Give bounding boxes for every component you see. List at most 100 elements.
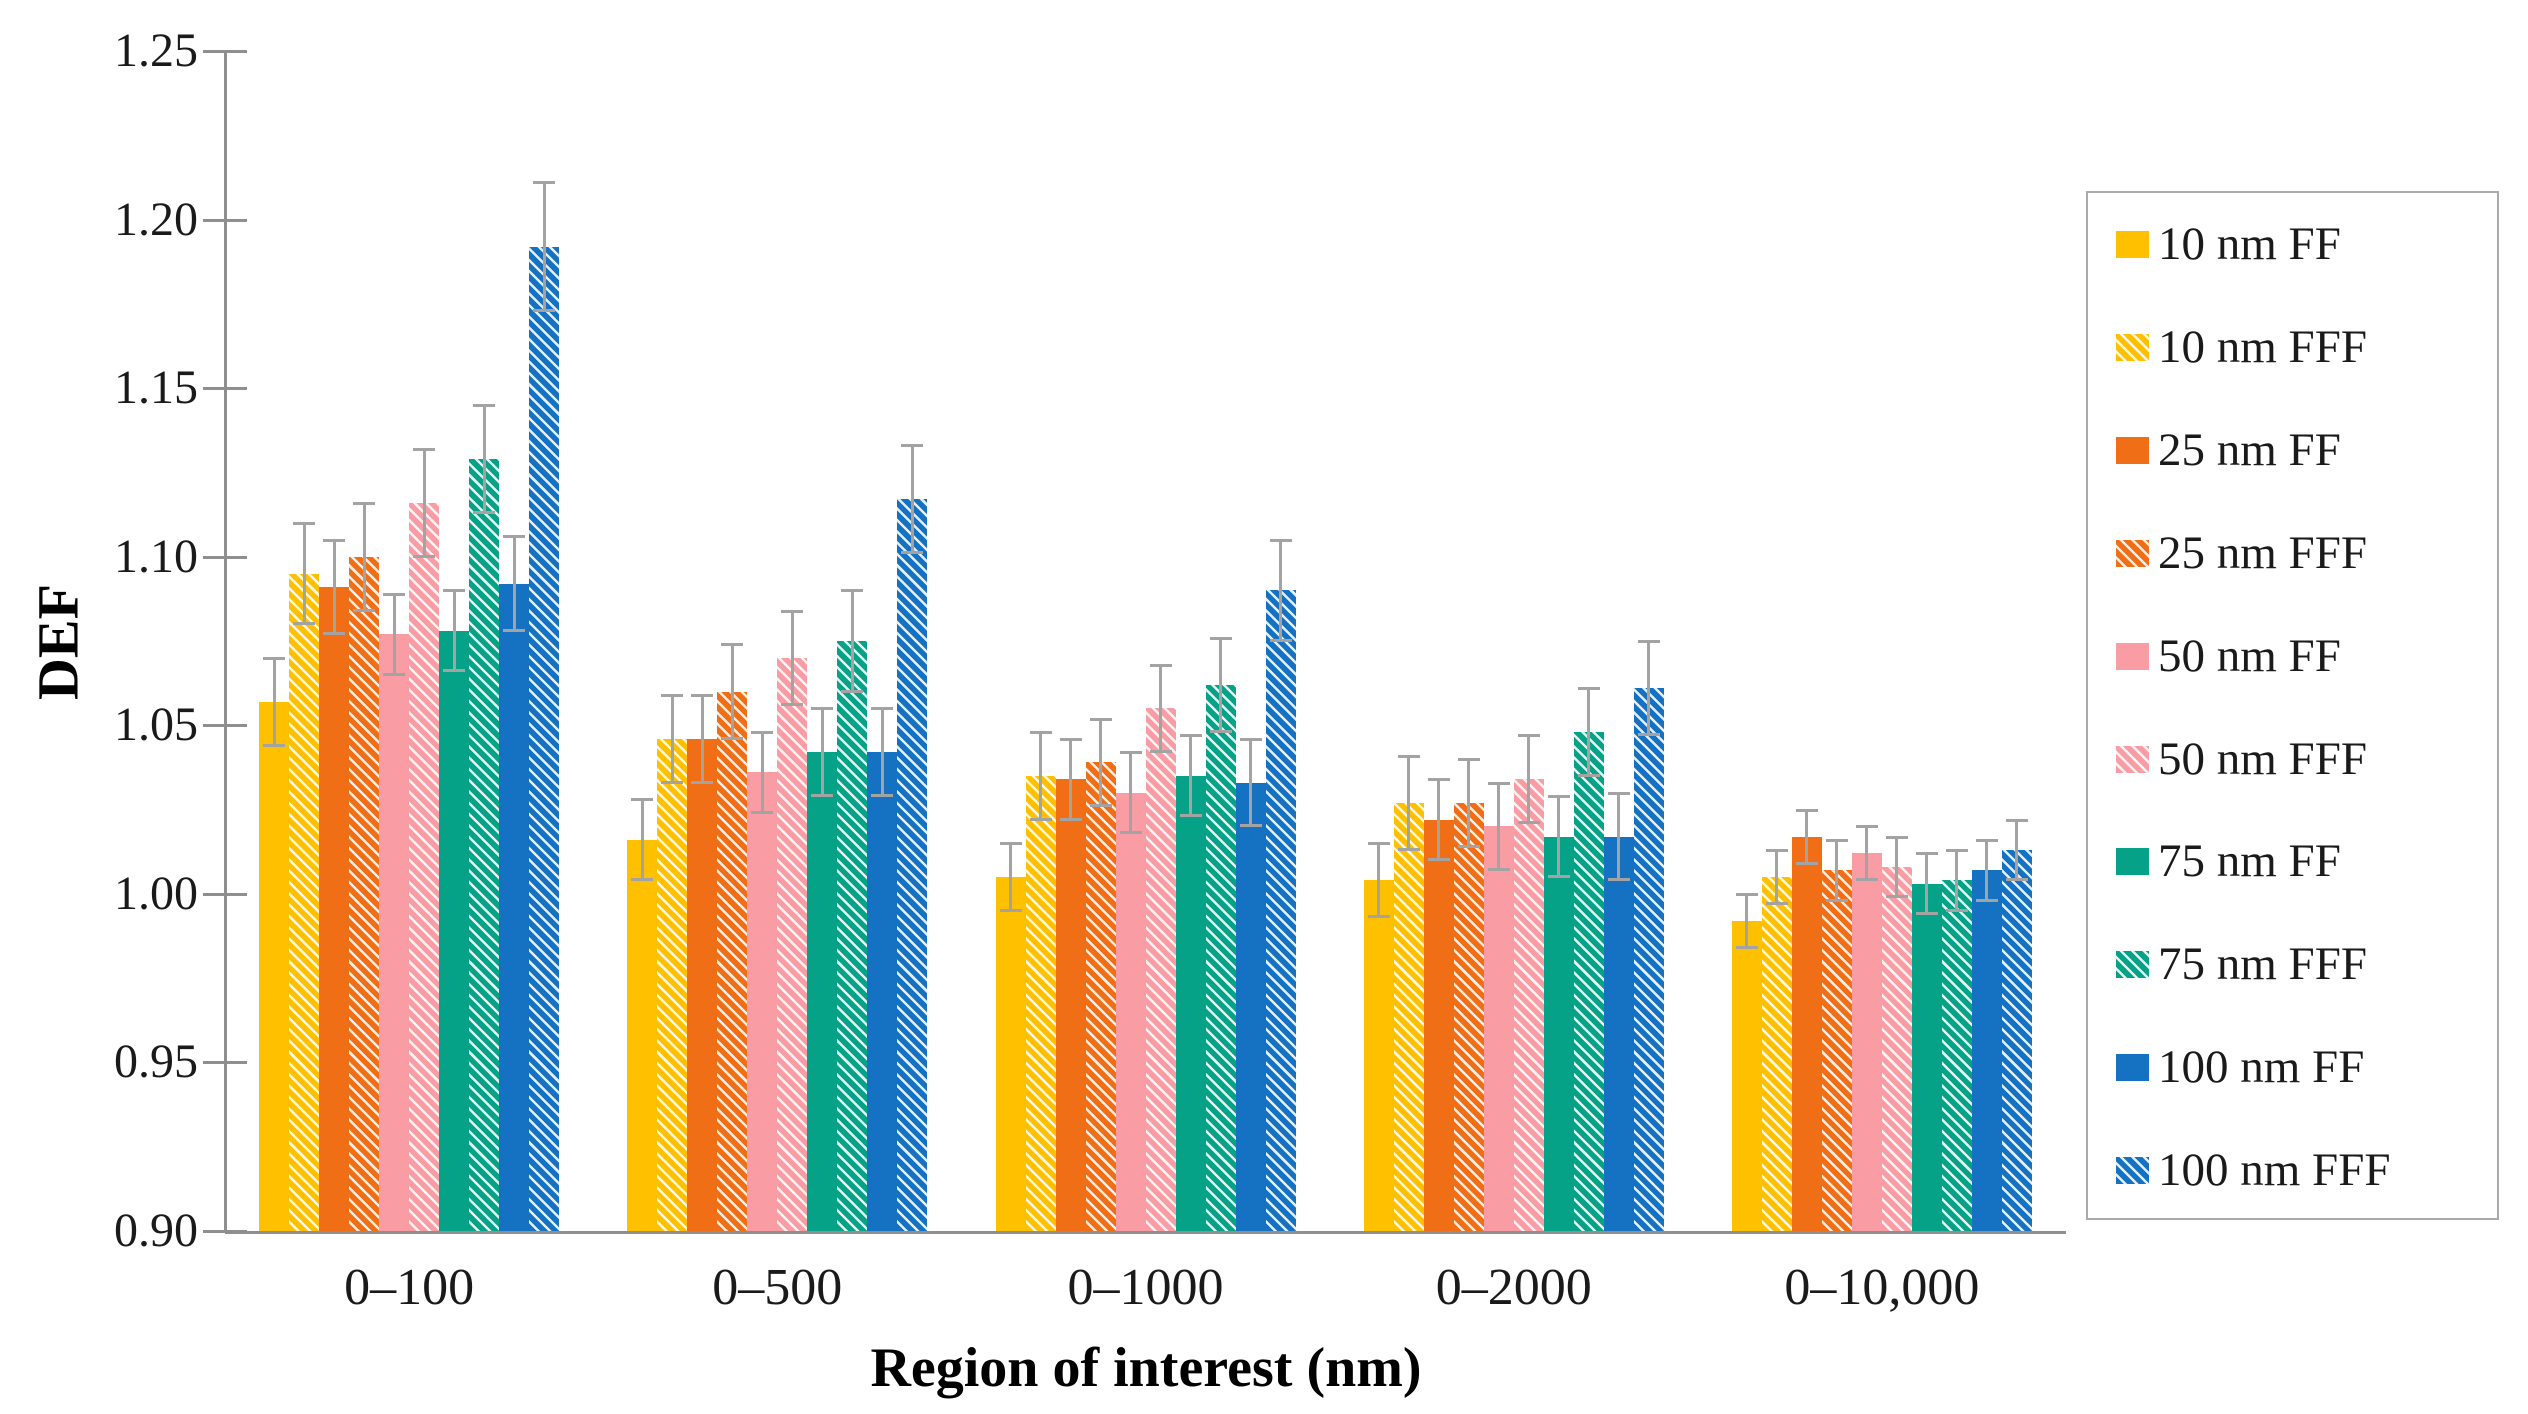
error-bar <box>1467 759 1471 847</box>
legend-label: 50 nm FF <box>2158 629 2341 682</box>
error-bar-cap <box>841 689 864 693</box>
error-bar <box>1407 755 1411 851</box>
legend-item: 50 nm FFF <box>2116 729 2367 789</box>
error-bar-cap <box>1517 734 1540 738</box>
error-bar-cap <box>841 589 864 593</box>
error-bar-cap <box>293 522 316 525</box>
legend-label: 10 nm FF <box>2158 218 2341 270</box>
x-axis-title: Region of interest (nm) <box>870 1337 1422 1399</box>
bar <box>1573 732 1604 1231</box>
y-tick-label: 0.90 <box>114 1204 198 1257</box>
bar <box>1235 782 1266 1231</box>
y-tick-mark <box>203 724 247 728</box>
error-bar-cap <box>631 878 654 882</box>
legend-label: 100 nm FFF <box>2158 1144 2391 1197</box>
bar <box>1205 684 1236 1231</box>
error-bar-cap <box>1367 915 1390 919</box>
error-bar-cap <box>1029 817 1052 821</box>
y-tick-label: 0.95 <box>114 1035 198 1089</box>
y-tick-label: 1.10 <box>114 529 198 583</box>
bar <box>1265 590 1296 1231</box>
error-bar-cap <box>323 632 346 636</box>
legend-label: 25 nm FF <box>2158 423 2341 476</box>
error-bar-cap <box>1637 733 1660 737</box>
error-bar-cap <box>901 444 924 448</box>
error-bar <box>1775 850 1779 904</box>
x-axis-line <box>225 1231 2066 1234</box>
error-bar <box>910 445 914 554</box>
legend-swatch <box>2116 1157 2149 1185</box>
legend-swatch <box>2116 231 2149 258</box>
error-bar-cap <box>1059 817 1082 821</box>
legend-swatch <box>2116 436 2149 464</box>
error-bar-cap <box>353 501 376 505</box>
error-bar-cap <box>1269 639 1292 642</box>
legend-swatch <box>2116 333 2149 361</box>
y-tick-mark <box>203 1061 247 1065</box>
error-bar-cap <box>1795 808 1818 812</box>
bar <box>1543 836 1574 1231</box>
error-bar <box>542 182 546 311</box>
bar <box>1363 880 1394 1231</box>
legend-label: 75 nm FFF <box>2158 938 2367 991</box>
error-bar-cap <box>1487 781 1510 785</box>
y-tick-label: 1.25 <box>114 24 198 77</box>
bar <box>1821 870 1852 1231</box>
bar <box>439 630 470 1231</box>
error-bar-cap <box>1457 844 1480 848</box>
error-bar-cap <box>811 794 834 798</box>
legend-swatch <box>2116 848 2149 876</box>
error-bar-cap <box>293 622 316 626</box>
error-bar-cap <box>1059 737 1082 741</box>
legend-swatch <box>2116 745 2149 773</box>
legend-item: 75 nm FF <box>2116 832 2341 892</box>
error-bar-cap <box>1735 945 1758 949</box>
error-bar-cap <box>1975 898 1998 902</box>
legend-item: 10 nm FF <box>2116 215 2341 275</box>
error-bar-cap <box>533 308 556 312</box>
error-bar-cap <box>1487 868 1510 872</box>
bar <box>379 634 410 1231</box>
error-bar <box>1925 853 1929 915</box>
error-bar-cap <box>1367 842 1390 846</box>
x-category-label: 0–2000 <box>1435 1259 1592 1316</box>
bar <box>897 499 928 1231</box>
error-bar <box>1437 779 1441 861</box>
bar <box>837 641 868 1231</box>
bar <box>1175 775 1206 1231</box>
legend-swatch <box>2116 539 2149 567</box>
legend-item: 75 nm FFF <box>2116 935 2367 995</box>
error-bar-cap <box>413 447 436 451</box>
error-bar <box>1955 850 1959 911</box>
error-bar <box>452 590 456 672</box>
error-bar-cap <box>443 589 466 593</box>
error-bar <box>1249 738 1252 827</box>
bar <box>1115 792 1146 1231</box>
error-bar-cap <box>1915 852 1938 856</box>
error-bar-cap <box>1209 636 1232 640</box>
error-bar <box>730 644 734 739</box>
bar <box>1483 826 1514 1231</box>
error-bar-cap <box>1637 640 1660 643</box>
legend-label: 100 nm FF <box>2158 1041 2365 1094</box>
error-bar <box>1099 718 1102 807</box>
error-bar-cap <box>533 181 556 185</box>
error-bar-cap <box>1885 895 1908 899</box>
error-bar-cap <box>691 693 714 697</box>
error-bar-cap <box>999 908 1022 912</box>
bar <box>259 701 290 1231</box>
error-bar-cap <box>1119 751 1142 755</box>
legend-label: 25 nm FFF <box>2158 526 2367 579</box>
error-bar-cap <box>353 608 376 612</box>
error-bar <box>1745 893 1749 948</box>
error-bar <box>1189 735 1192 817</box>
y-tick-label: 1.20 <box>114 192 198 246</box>
bar <box>349 556 380 1231</box>
error-bar-cap <box>1209 730 1232 734</box>
error-bar-cap <box>1607 791 1630 795</box>
error-bar-cap <box>263 743 286 747</box>
error-bar-cap <box>473 404 496 407</box>
error-bar <box>880 708 884 797</box>
error-bar-cap <box>781 703 804 707</box>
